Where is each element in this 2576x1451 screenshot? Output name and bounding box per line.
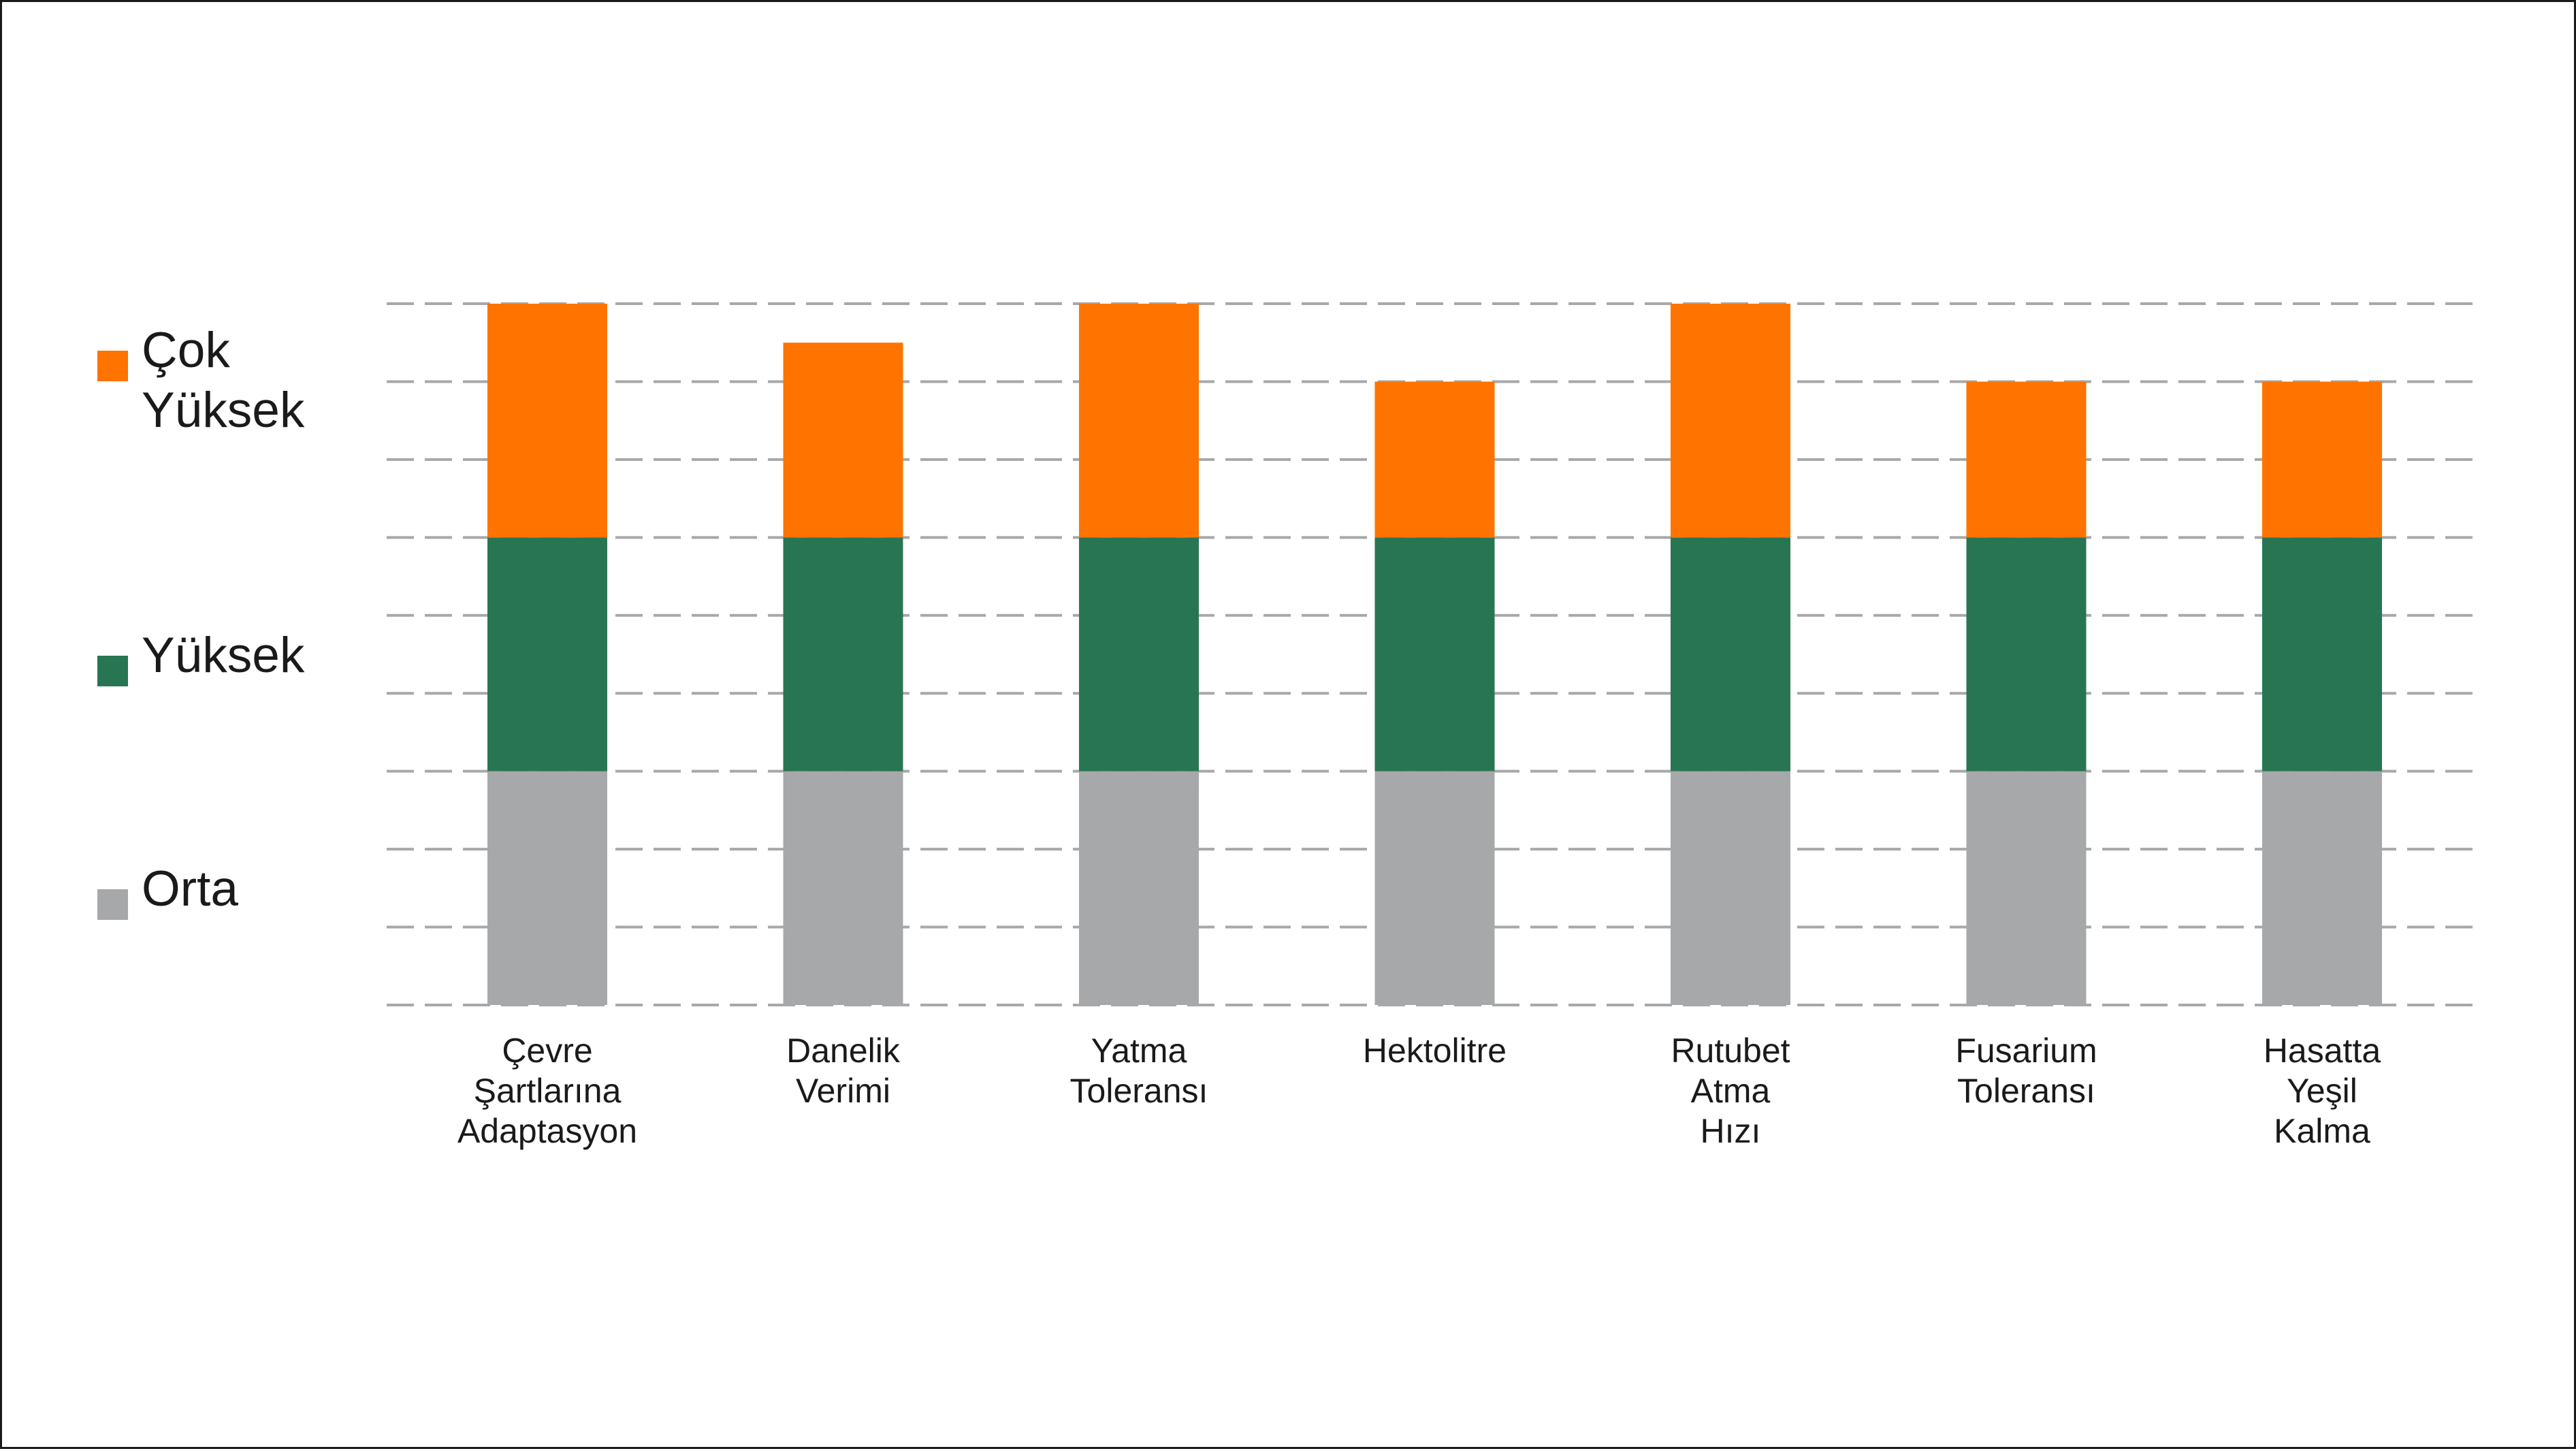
bar-segment-orta-4 [1671,771,1790,1005]
category-label-0: Çevre Şartlarına Adaptasyon [457,1032,637,1150]
category-label-5: Fusarium Toleransı [1955,1032,2097,1110]
legend-swatch-orta [97,889,128,920]
bar-segment-yuksek-1 [783,537,903,771]
bar-segment-orta-1 [783,771,903,1005]
bar-segment-cok-yuksek-4 [1671,304,1790,538]
bar-segment-yuksek-5 [1966,537,2087,771]
bar-segment-orta-0 [487,771,607,1005]
bar-segment-cok-yuksek-1 [783,342,903,538]
legend-item-yuksek: Yüksek [97,626,304,686]
category-label-6: Hasatta Yeşil Kalma [2264,1032,2381,1150]
bar-segment-yuksek-2 [1079,537,1199,771]
bar-segment-orta-5 [1966,771,2087,1005]
bar-segment-cok-yuksek-6 [2262,381,2382,538]
bar-segment-yuksek-4 [1671,537,1790,771]
category-label-2: Yatma Toleransı [1070,1032,1208,1110]
legend-label-yuksek: Yüksek [142,628,305,683]
bar-segment-orta-6 [2262,771,2382,1005]
legend-item-orta: Orta [97,859,238,920]
bar-segment-orta-2 [1079,771,1199,1005]
legend-item-cok-yuksek: Çok Yüksek [97,321,304,441]
legend-label-orta: Orta [142,861,238,916]
category-label-4: Rutubet Atma Hızı [1671,1032,1790,1150]
bar-segment-yuksek-0 [487,537,607,771]
bar-segment-cok-yuksek-3 [1374,381,1495,538]
legend-swatch-cok-yuksek [97,351,128,381]
legend-swatch-yuksek [97,656,128,686]
bars [487,304,2382,1005]
category-labels: Çevre Şartlarına Adaptasyon Danelik Verimi Ya… [457,1032,2381,1150]
category-label-3: Hektolitre [1363,1032,1507,1070]
category-label-1: Danelik Verimi [786,1032,901,1110]
legend-label-cok-yuksek: Çok Yüksek [142,323,305,438]
bar-segment-cok-yuksek-0 [487,304,607,538]
bar-segment-cok-yuksek-2 [1079,304,1199,538]
bar-segment-yuksek-3 [1374,537,1495,771]
bar-segment-yuksek-6 [2262,537,2382,771]
bar-segment-cok-yuksek-5 [1966,381,2087,538]
bar-segment-orta-3 [1374,771,1495,1005]
